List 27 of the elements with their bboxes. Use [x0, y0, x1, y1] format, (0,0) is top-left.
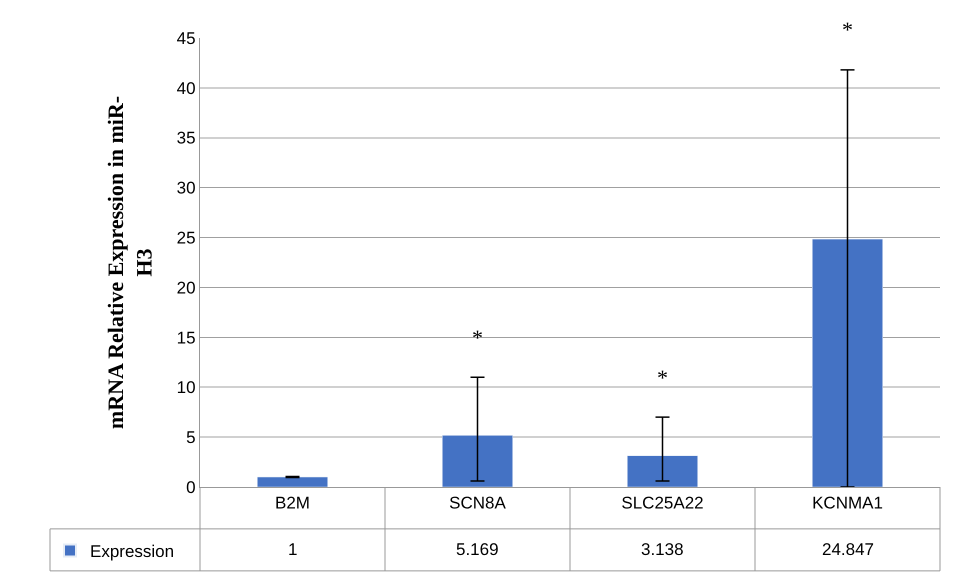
y-tick-label: 30: [176, 178, 196, 198]
y-tick-label: 10: [176, 378, 196, 398]
x-tick-label: KCNMA1: [812, 493, 883, 512]
y-tick-label: 20: [176, 278, 196, 298]
data-label: 5.169: [456, 540, 499, 559]
x-tick-label: SCN8A: [449, 493, 507, 512]
x-tick-label: B2M: [275, 493, 310, 512]
annotation: *: [842, 17, 853, 42]
annotation: *: [472, 325, 483, 350]
bar: [257, 476, 328, 487]
bar: [627, 455, 698, 487]
annotation: *: [657, 365, 668, 390]
y-tick-label: 25: [176, 228, 196, 248]
data-label: 3.138: [641, 540, 684, 559]
y-tick-label: 35: [176, 128, 196, 148]
y-tick-label: 45: [176, 28, 196, 48]
y-tick-label: 0: [186, 478, 196, 497]
bar: [812, 238, 883, 487]
y-tick-label: 15: [176, 328, 196, 348]
data-label: 1: [288, 540, 298, 559]
legend-label: Expression: [90, 542, 174, 562]
y-axis-title: mRNA Relative Expression in miR-H3: [102, 96, 156, 430]
x-tick-label: SLC25A22: [621, 493, 704, 512]
data-label: 24.847: [822, 540, 874, 559]
y-tick-label: 40: [176, 78, 196, 98]
y-tick-label: 5: [186, 428, 196, 448]
bar: [442, 435, 513, 487]
